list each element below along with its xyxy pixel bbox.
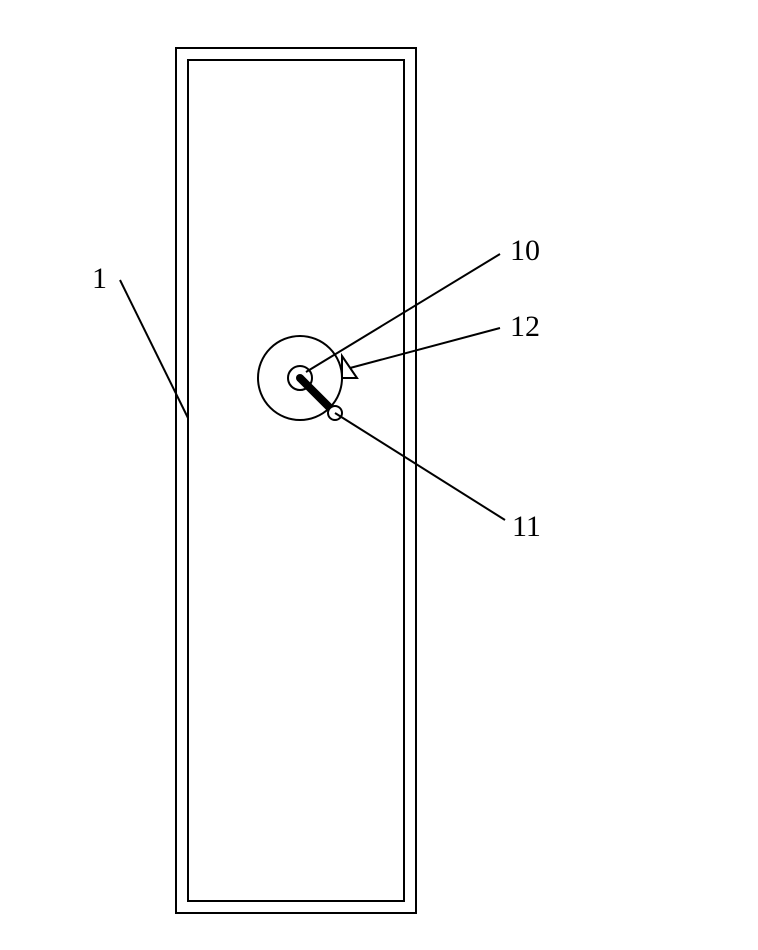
callout-label-11: 11 [512,510,541,543]
inner-frame [188,60,404,901]
callouts: 1 10 12 11 [92,234,541,543]
callout-line-1 [120,280,188,418]
callout-line-11 [335,413,505,520]
callout-label-1: 1 [92,262,107,295]
callout-label-12: 12 [510,310,540,343]
mechanical-diagram: 1 10 12 11 [0,0,758,950]
callout-label-10: 10 [510,234,540,267]
callout-line-12 [350,328,500,368]
outer-frame [176,48,416,913]
